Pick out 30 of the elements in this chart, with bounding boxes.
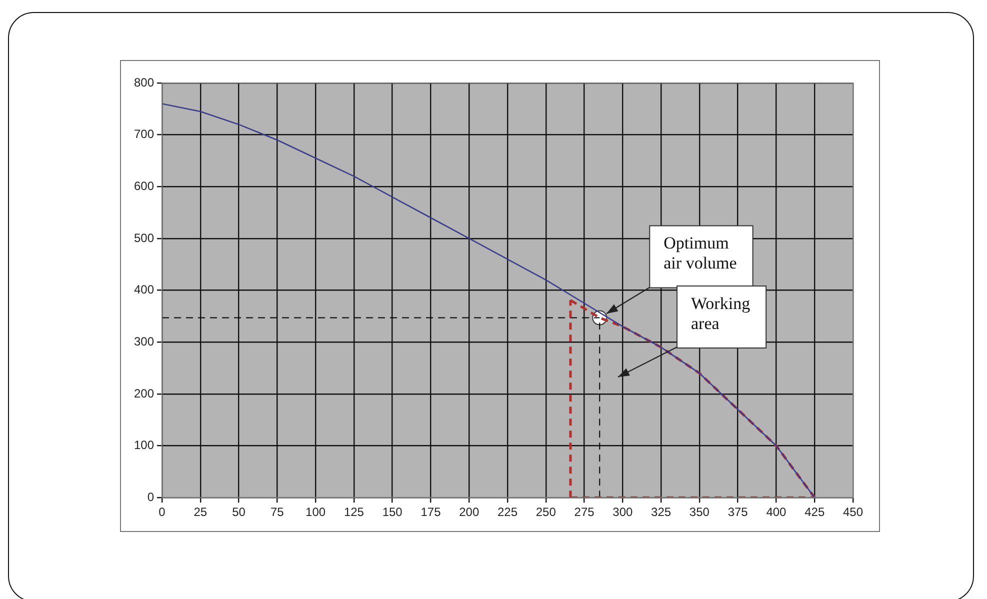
y-tick-label: 100 xyxy=(134,438,154,452)
x-tick-label: 400 xyxy=(766,505,787,520)
x-tick-label: 450 xyxy=(842,505,864,520)
x-tick-label: 425 xyxy=(804,505,825,520)
y-tick-label: 800 xyxy=(134,75,154,90)
x-tick-label: 250 xyxy=(536,505,556,520)
x-tick-label: 125 xyxy=(344,505,364,520)
x-tick-label: 200 xyxy=(459,505,480,520)
y-tick-label: 0 xyxy=(147,490,154,504)
y-tick-label: 400 xyxy=(134,282,154,297)
x-tick-label: 325 xyxy=(651,505,672,520)
y-tick-label: 500 xyxy=(134,230,154,245)
annotation: Working area xyxy=(691,294,751,333)
x-tick-label: 100 xyxy=(306,505,326,520)
x-tick-label: 25 xyxy=(194,505,208,520)
y-tick-label: 300 xyxy=(134,334,154,348)
y-tick-label: 200 xyxy=(134,386,154,400)
x-tick-label: 175 xyxy=(420,505,442,520)
x-tick-label: 0 xyxy=(158,505,166,520)
x-tick-label: 150 xyxy=(382,505,403,520)
x-tick-label: 275 xyxy=(574,505,595,520)
y-tick-label: 600 xyxy=(134,178,154,193)
x-tick-label: 375 xyxy=(728,505,748,520)
annotation: Optimum air volume xyxy=(664,234,737,273)
x-tick-label: 350 xyxy=(689,505,710,520)
x-tick-label: 300 xyxy=(612,505,634,520)
x-tick-label: 225 xyxy=(497,505,518,520)
y-tick-label: 700 xyxy=(134,127,154,142)
x-tick-label: 75 xyxy=(270,505,284,520)
x-tick-label: 50 xyxy=(232,505,246,520)
